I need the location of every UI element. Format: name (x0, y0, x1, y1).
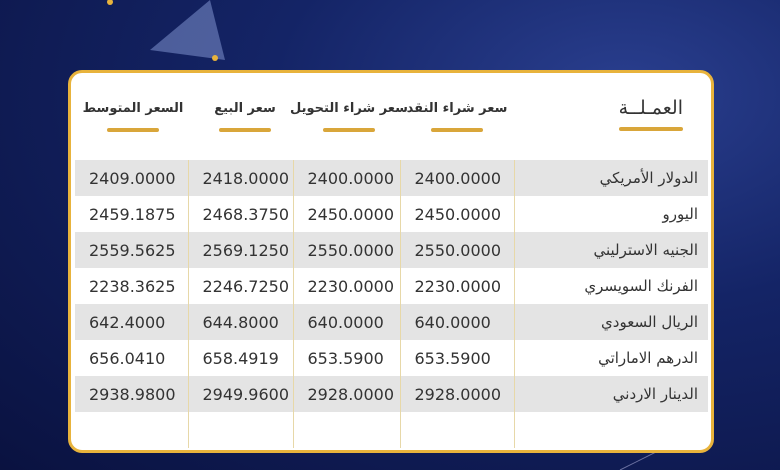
cell-cash-buy: 2450.0000 (400, 196, 515, 232)
header-sell-label: سعر البيع (214, 101, 276, 116)
cell-sell (188, 412, 294, 448)
cell-transfer-buy: 2450.0000 (293, 196, 401, 232)
rates-table: 2409.0000 2418.0000 2400.0000 2400.0000 الدو… (75, 160, 708, 448)
header-underline (619, 127, 683, 131)
cell-sell: 2569.1250 (188, 232, 294, 268)
header-average: السعر المتوسط (77, 101, 189, 132)
table-row: 2459.1875 2468.3750 2450.0000 2450.0000 اليو… (75, 196, 708, 232)
cell-cash-buy: 2550.0000 (400, 232, 515, 268)
cell-currency: اليورو (662, 205, 698, 223)
header-cash-buy-label: سعر شراء النقد (406, 101, 508, 116)
cell-average: 2938.9800 (75, 376, 189, 412)
table-row: 2938.9800 2949.9600 2928.0000 2928.0000 الدي… (75, 376, 708, 412)
exchange-rate-table-card: السعر المتوسط سعر البيع سعر شراء التحويل… (68, 70, 714, 453)
cell-cash-buy (400, 412, 515, 448)
cell-average: 2238.3625 (75, 268, 189, 304)
cell-transfer-buy: 653.5900 (293, 340, 401, 376)
cell-cash-buy: 2400.0000 (400, 160, 515, 196)
header-underline (323, 128, 375, 132)
header-underline (219, 128, 271, 132)
cell-sell: 658.4919 (188, 340, 294, 376)
cell-currency (514, 412, 708, 448)
header-transfer-buy: سعر شراء التحويل (289, 101, 409, 132)
cell-sell: 2418.0000 (188, 160, 294, 196)
cell-transfer-buy: 2230.0000 (293, 268, 401, 304)
cell-currency: الدولار الأمريكي (514, 160, 708, 196)
header-sell: سعر البيع (195, 101, 295, 132)
header-currency: العمـلــة (551, 97, 683, 131)
header-underline (431, 128, 483, 132)
cell-currency: الدرهم الاماراتي (598, 349, 698, 367)
cell-cash-buy: 2230.0000 (400, 268, 515, 304)
header-average-label: السعر المتوسط (82, 101, 184, 116)
cell-currency: الفرنك السويسري (584, 277, 698, 295)
header-cash-buy: سعر شراء النقد (401, 101, 513, 132)
table-row: 642.4000 644.8000 640.0000 640.0000 الريال ا… (75, 304, 708, 340)
cell-transfer-buy (293, 412, 401, 448)
header-underline (107, 128, 159, 132)
cell-transfer-buy: 640.0000 (293, 304, 401, 340)
cell-currency: الدينار الاردني (514, 376, 708, 412)
table-row (75, 412, 708, 448)
cell-sell: 2246.7250 (188, 268, 294, 304)
table-header: السعر المتوسط سعر البيع سعر شراء التحويل… (71, 73, 711, 161)
cell-transfer-buy: 2928.0000 (293, 376, 401, 412)
table-row: 2409.0000 2418.0000 2400.0000 2400.0000 الدو… (75, 160, 708, 196)
header-currency-label: العمـلــة (618, 97, 683, 119)
cell-cash-buy: 2928.0000 (400, 376, 515, 412)
cell-sell: 2468.3750 (188, 196, 294, 232)
cell-average: 2409.0000 (75, 160, 189, 196)
cell-average: 656.0410 (75, 340, 189, 376)
cell-sell: 2949.9600 (188, 376, 294, 412)
cell-average (75, 412, 189, 448)
header-transfer-buy-label: سعر شراء التحويل (290, 101, 408, 116)
cell-average: 2459.1875 (75, 196, 189, 232)
cell-average: 642.4000 (75, 304, 189, 340)
table-row: 656.0410 658.4919 653.5900 653.5900 الدرهم ا… (75, 340, 708, 376)
cell-cash-buy: 653.5900 (400, 340, 515, 376)
cell-transfer-buy: 2550.0000 (293, 232, 401, 268)
cell-cash-buy: 640.0000 (400, 304, 515, 340)
cell-currency: الجنيه الاسترليني (514, 232, 708, 268)
table-row: 2559.5625 2569.1250 2550.0000 2550.0000 الجن… (75, 232, 708, 268)
cell-transfer-buy: 2400.0000 (293, 160, 401, 196)
table-row: 2238.3625 2246.7250 2230.0000 2230.0000 الفر… (75, 268, 708, 304)
cell-average: 2559.5625 (75, 232, 189, 268)
cell-sell: 644.8000 (188, 304, 294, 340)
cell-currency: الريال السعودي (514, 304, 708, 340)
